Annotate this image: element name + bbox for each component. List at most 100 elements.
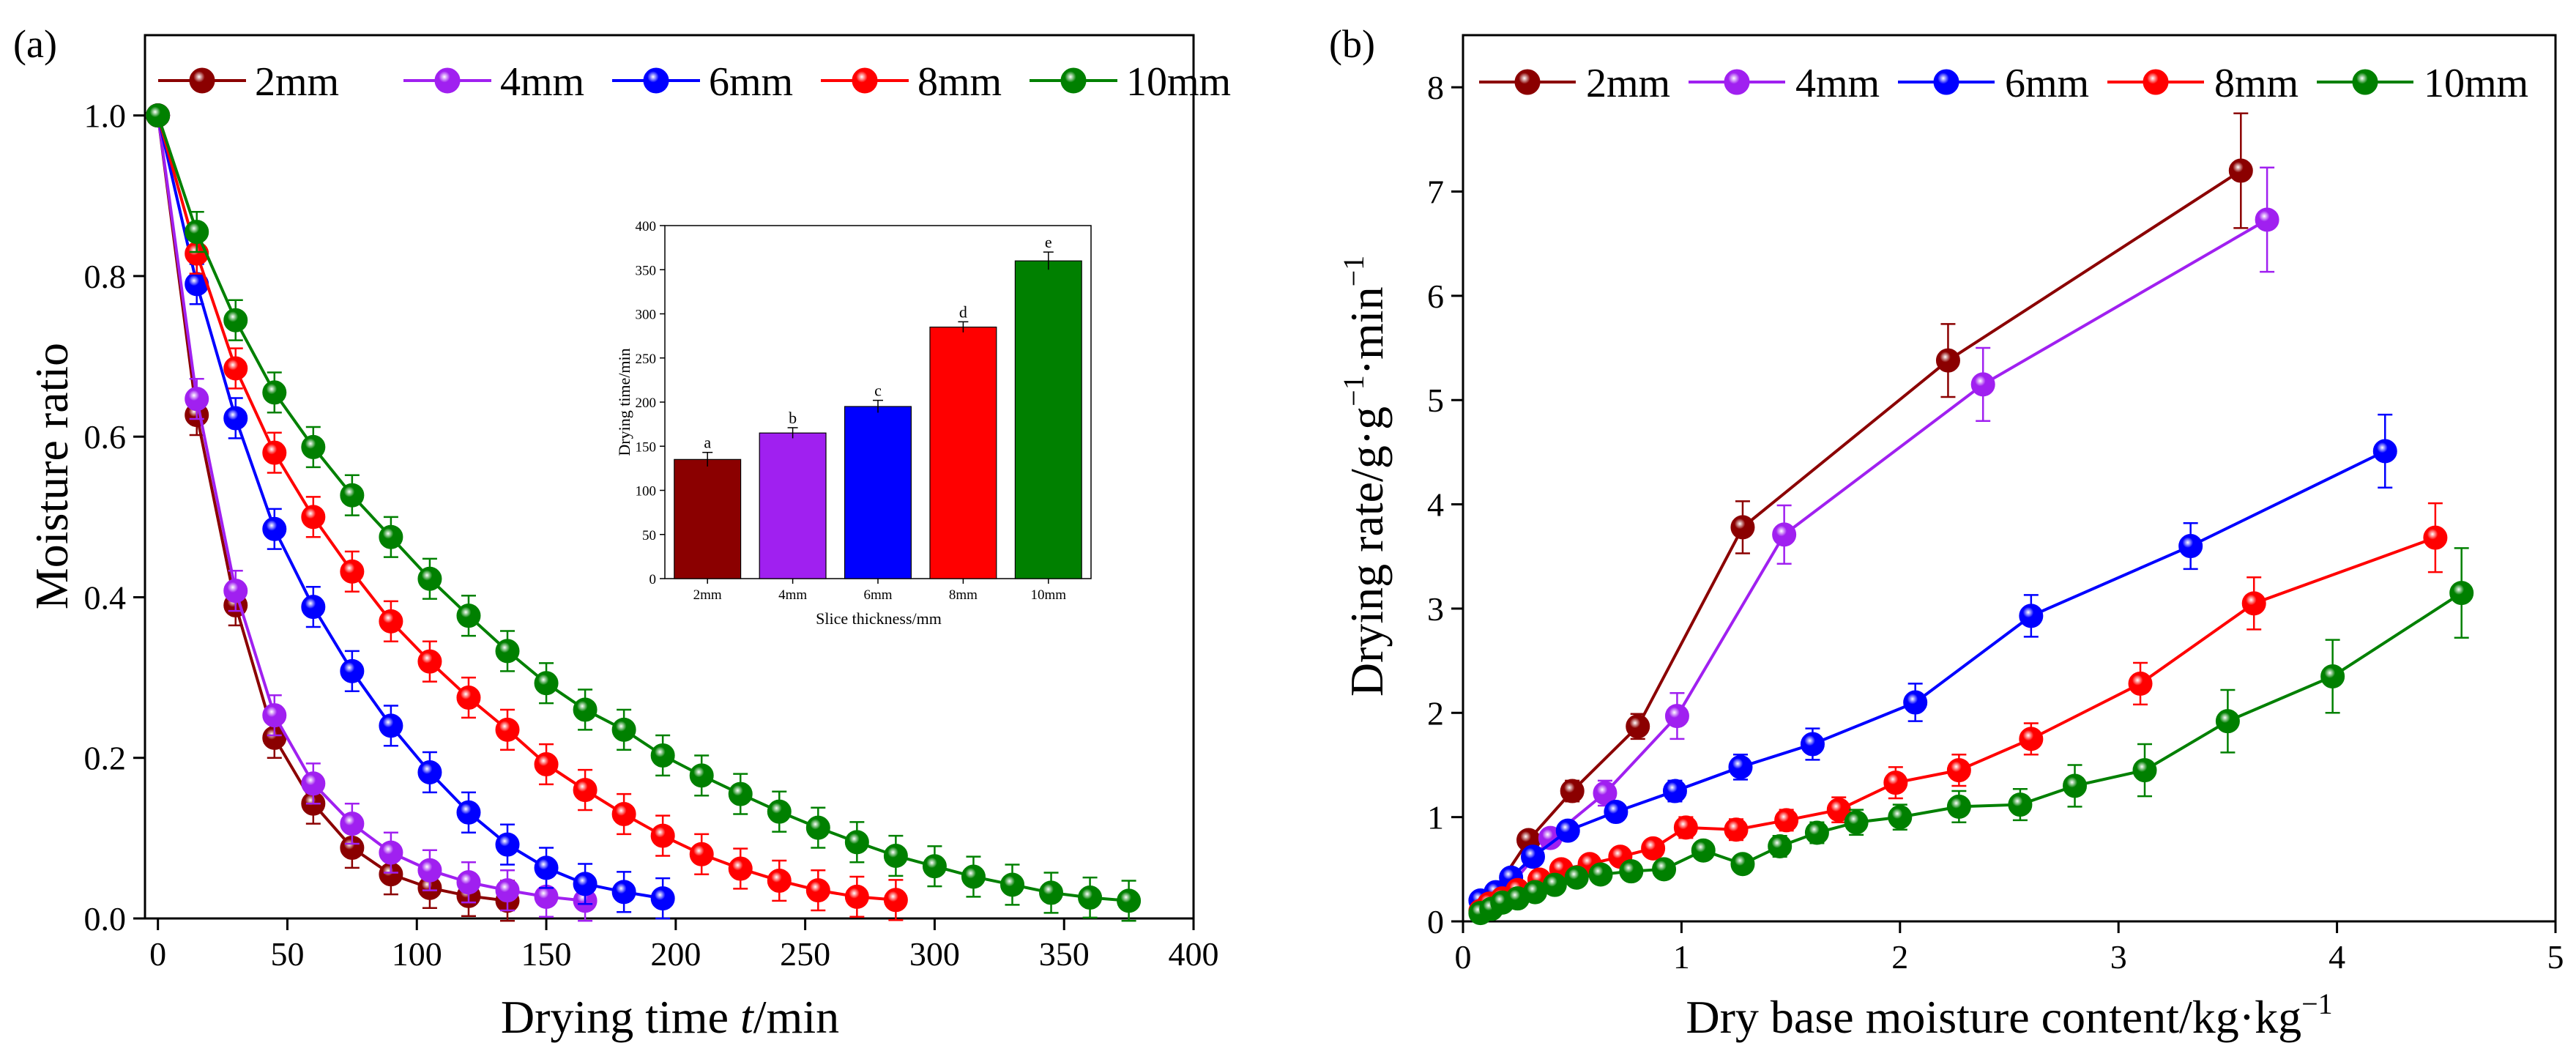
- data-point: [1078, 885, 1103, 910]
- data-point: [301, 505, 326, 530]
- data-point: [146, 103, 171, 128]
- data-point: [223, 308, 248, 333]
- data-point: [456, 870, 481, 895]
- data-point: [2008, 792, 2033, 817]
- inset-x-axis-title: Slice thickness/mm: [816, 609, 942, 628]
- data-point: [650, 743, 675, 768]
- data-point: [961, 864, 986, 889]
- data-point: [262, 440, 287, 465]
- panel-b-drying-rate-chart: (b) 0 1 2 3 4 5 0 1 2 3 4 5 6 7 8 2mm 4mm 6mm 8mm 10mm Dry…: [1329, 22, 2564, 1043]
- data-point: [456, 800, 481, 825]
- data-point: [2320, 664, 2345, 688]
- series-10mm: [1468, 547, 2474, 926]
- panel-a-label: (a): [13, 22, 57, 66]
- data-point: [883, 888, 908, 913]
- data-point: [728, 856, 753, 881]
- inset-significance-letter: b: [789, 409, 797, 427]
- data-point: [1724, 817, 1749, 842]
- inset-y-tick-label: 300: [636, 308, 657, 323]
- x-tick-label: 300: [909, 935, 960, 973]
- panel-a-y-axis-title: Moisture ratio: [26, 343, 78, 609]
- data-point: [340, 559, 365, 584]
- legend-marker-2mm: [189, 67, 215, 94]
- x-tick-label: 1: [1673, 938, 1690, 976]
- data-point: [2423, 525, 2448, 550]
- data-point: [495, 717, 520, 742]
- inset-significance-letter: d: [959, 302, 967, 321]
- inset-y-axis-title: Drying time/min: [615, 348, 633, 456]
- y-tick-label: 1: [1427, 799, 1444, 836]
- series-line-6mm: [1479, 450, 2386, 902]
- data-point: [456, 604, 481, 628]
- legend-label-10mm: 10mm: [2424, 61, 2528, 106]
- data-point: [1772, 522, 1797, 547]
- data-point: [1844, 810, 1869, 835]
- inset-y-tick-label: 350: [636, 263, 657, 278]
- data-point: [728, 781, 753, 806]
- series-line-4mm: [156, 115, 586, 902]
- inset-y-tick-label: 150: [636, 439, 657, 455]
- legend-label-4mm: 4mm: [1795, 61, 1880, 106]
- panel-b-label: (b): [1329, 22, 1375, 66]
- data-point: [1888, 805, 1913, 830]
- data-point: [1903, 690, 1928, 715]
- inset-y-tick-label: 100: [636, 484, 657, 500]
- y-tick-label: 3: [1427, 590, 1444, 628]
- legend-marker-10mm: [2352, 69, 2378, 95]
- legend-marker-10mm: [1060, 67, 1087, 94]
- data-point: [1946, 794, 1971, 819]
- data-point: [1935, 348, 1960, 373]
- x-tick-label: 100: [392, 935, 442, 973]
- data-point: [1946, 758, 1971, 783]
- data-point: [1039, 880, 1064, 905]
- data-point: [805, 878, 830, 903]
- data-point: [379, 840, 403, 865]
- y-tick-label: 0.0: [84, 900, 127, 937]
- data-point: [611, 801, 636, 826]
- data-point: [650, 886, 675, 911]
- data-point: [534, 855, 559, 880]
- y-tick-label: 7: [1427, 174, 1444, 211]
- data-point: [2178, 534, 2203, 559]
- inset-bar-10mm: [1014, 260, 1082, 579]
- data-point: [417, 649, 442, 674]
- data-point: [2128, 671, 2153, 696]
- data-point: [883, 843, 908, 868]
- data-point: [1520, 844, 1545, 869]
- data-point: [379, 609, 403, 634]
- legend-label-10mm: 10mm: [1126, 59, 1231, 105]
- data-point: [1774, 808, 1799, 833]
- data-point: [1626, 714, 1650, 739]
- data-point: [1641, 836, 1666, 861]
- data-point: [223, 356, 248, 381]
- inset-y-tick-label: 400: [636, 219, 657, 234]
- data-point: [805, 815, 830, 840]
- inset-significance-letter: c: [874, 382, 882, 400]
- panel-b-plot-frame: [1462, 34, 2557, 923]
- panel-a-x-axis-title: Drying time t/min: [501, 991, 839, 1043]
- x-tick-label: 150: [521, 935, 572, 973]
- data-point: [262, 380, 287, 405]
- data-point: [495, 639, 520, 664]
- data-point: [1564, 865, 1589, 890]
- legend-marker-4mm: [434, 67, 461, 94]
- data-point: [262, 703, 287, 728]
- data-point: [1800, 732, 1825, 757]
- panel-b-y-axis-title: Drying rate/g·g−1·min−1: [1337, 256, 1393, 697]
- data-point: [689, 842, 714, 866]
- data-point: [2449, 581, 2474, 606]
- legend-label-6mm: 6mm: [2005, 61, 2089, 106]
- inset-x-tick-label: 10mm: [1031, 587, 1067, 603]
- data-point: [185, 387, 209, 412]
- legend-label-4mm: 4mm: [500, 59, 584, 105]
- data-point: [1662, 779, 1687, 803]
- y-tick-label: 5: [1427, 382, 1444, 419]
- data-point: [767, 868, 792, 893]
- y-tick-label: 8: [1427, 69, 1444, 106]
- inset-bar-chart: 0 50 100 150 200 250 300 350 400 a 2mm b 4mm c 6mm d 8m…: [615, 219, 1092, 628]
- data-point: [1883, 770, 1908, 795]
- legend-marker-2mm: [1514, 69, 1541, 95]
- data-point: [1542, 872, 1567, 897]
- inset-bar-2mm: [674, 458, 742, 579]
- y-tick-label: 0.4: [84, 579, 127, 616]
